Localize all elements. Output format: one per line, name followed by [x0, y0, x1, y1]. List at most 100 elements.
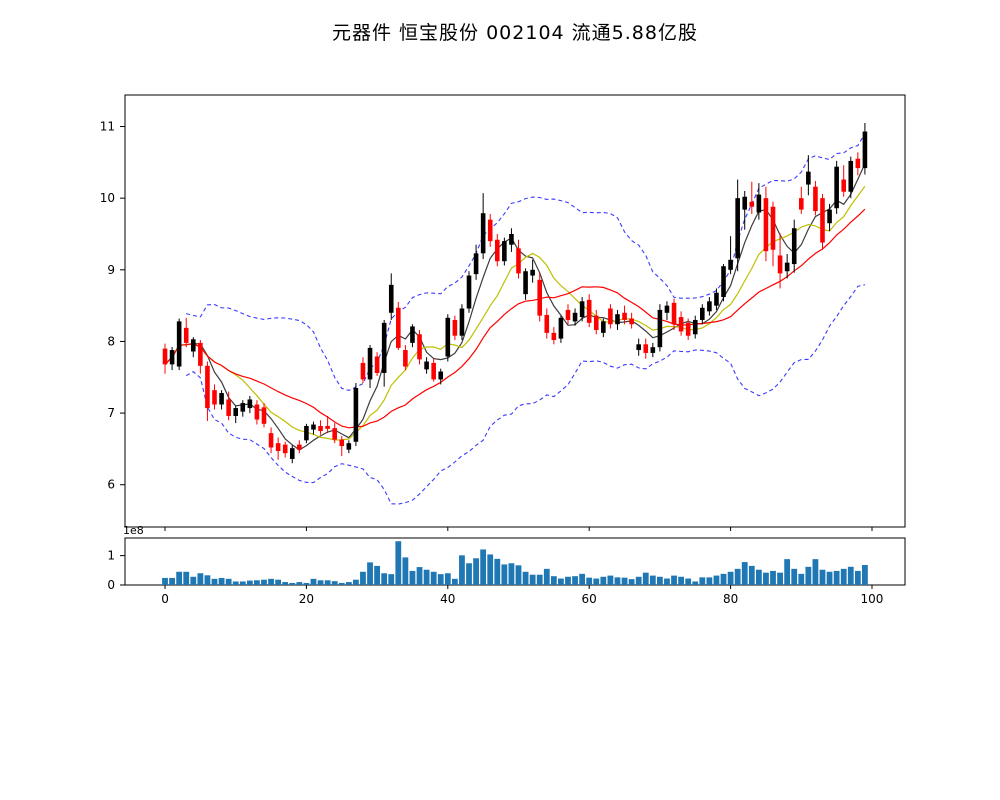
- candle-body: [813, 186, 818, 212]
- volume-bar: [536, 574, 543, 585]
- volume-bar: [805, 566, 812, 585]
- candle-body: [233, 408, 239, 416]
- candle-body: [593, 315, 599, 330]
- volume-bar: [607, 575, 614, 585]
- volume-bar: [282, 582, 289, 585]
- candle-body: [487, 219, 493, 242]
- candle-body: [770, 206, 776, 250]
- volume-bar: [430, 571, 437, 585]
- candle-body: [332, 428, 337, 440]
- volume-bars: [162, 541, 868, 585]
- volume-bar: [317, 580, 324, 585]
- candle-body: [346, 443, 352, 450]
- price-y-tick-label: 10: [100, 191, 115, 205]
- volume-bar: [423, 569, 430, 585]
- volume-bar: [734, 568, 741, 585]
- ma-short-line: [164, 163, 866, 451]
- volume-bar: [402, 557, 409, 585]
- volume-bar: [777, 572, 783, 585]
- candle-body: [586, 299, 592, 323]
- candle-body: [756, 194, 762, 213]
- candle-body: [304, 425, 309, 441]
- candle-body: [558, 317, 564, 339]
- volume-bar: [473, 558, 479, 585]
- candle-body: [537, 279, 543, 316]
- candle-body: [551, 332, 557, 341]
- candle-body: [339, 439, 345, 447]
- volume-bar: [847, 566, 854, 585]
- volume-bar: [529, 574, 536, 585]
- volume-bar: [374, 565, 381, 585]
- candle-body: [318, 425, 323, 431]
- volume-bar: [416, 567, 423, 585]
- volume-x-tick-label: 60: [582, 592, 597, 606]
- bollinger-upper-line: [186, 133, 866, 391]
- volume-bar: [360, 571, 366, 585]
- candle-body: [862, 131, 868, 169]
- candle-body: [544, 314, 550, 333]
- candle-body: [325, 425, 330, 429]
- volume-bar: [791, 568, 798, 585]
- volume-bar: [444, 573, 451, 585]
- volume-bar: [713, 575, 720, 585]
- candle-body: [798, 198, 804, 210]
- volume-bar: [338, 582, 345, 585]
- candle-body: [459, 308, 465, 336]
- candle-body: [855, 158, 861, 169]
- volume-bar: [331, 581, 338, 585]
- volume-bar: [748, 565, 755, 585]
- volume-bar: [862, 565, 868, 585]
- price-y-tick-label: 8: [107, 334, 115, 348]
- volume-bar: [197, 573, 204, 585]
- candle-body: [381, 322, 387, 373]
- candle-body: [162, 348, 168, 365]
- candle-body: [777, 255, 783, 274]
- volume-bar: [628, 579, 635, 585]
- candle-body: [431, 362, 436, 380]
- candle-body: [198, 342, 203, 366]
- volume-y-tick-label: 1: [107, 549, 115, 563]
- candle-body: [742, 196, 748, 210]
- volume-bar: [593, 578, 600, 585]
- volume-bar: [642, 572, 649, 585]
- candle-body: [502, 241, 507, 262]
- candle-body: [523, 271, 528, 295]
- volume-bar: [451, 578, 458, 585]
- volume-bar: [352, 579, 359, 585]
- candle-body: [466, 275, 472, 309]
- volume-bar: [494, 558, 501, 585]
- volume-bar: [395, 541, 402, 585]
- candle-body: [190, 339, 196, 352]
- candle-body: [219, 393, 224, 405]
- volume-bar: [310, 578, 317, 585]
- candle-body: [572, 312, 578, 322]
- volume-bar: [720, 573, 727, 585]
- volume-bar: [706, 577, 713, 585]
- candle-body: [169, 350, 175, 365]
- candle-body: [530, 269, 535, 276]
- volume-bar: [345, 582, 352, 585]
- volume-bar: [727, 571, 734, 585]
- candle-body: [374, 356, 380, 373]
- volume-bar: [833, 570, 840, 585]
- volume-bar: [515, 565, 522, 585]
- volume-bar: [190, 576, 197, 585]
- candle-body: [565, 309, 571, 320]
- candle-body: [700, 307, 705, 320]
- candle-body: [473, 253, 479, 275]
- candle-body: [282, 444, 288, 454]
- volume-bar: [522, 571, 529, 585]
- volume-bar: [487, 554, 494, 585]
- candle-body: [721, 266, 726, 298]
- axes: 6 7 8 9 10 11 0 20 40 60 80 100 0 1 1e8: [100, 120, 884, 606]
- volume-bar: [854, 570, 861, 585]
- volume-bar: [501, 564, 508, 585]
- price-panel-frame: [124, 94, 906, 528]
- candle-body: [289, 448, 295, 459]
- volume-bar: [692, 581, 699, 585]
- candle-body: [749, 201, 755, 207]
- candle-body: [707, 301, 712, 312]
- candle-body: [367, 347, 373, 380]
- price-y-tick-label: 11: [100, 120, 115, 134]
